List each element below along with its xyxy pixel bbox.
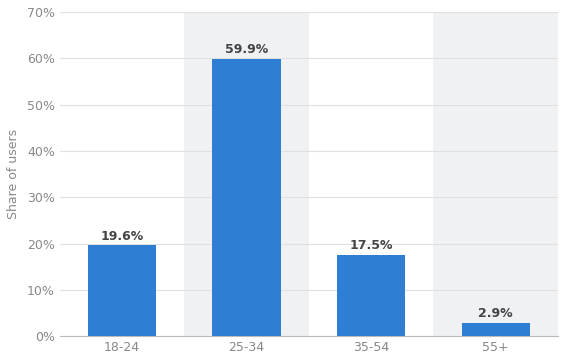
Bar [462,323,530,336]
Bar [433,12,558,336]
Bar [88,245,157,336]
Bar [309,12,433,336]
Text: 19.6%: 19.6% [101,230,144,243]
Text: 17.5%: 17.5% [349,239,393,252]
Bar [60,12,184,336]
Bar [337,255,406,336]
Y-axis label: Share of users: Share of users [7,129,20,219]
Text: 2.9%: 2.9% [479,307,513,320]
Bar [212,59,281,336]
Bar [184,12,309,336]
Text: 59.9%: 59.9% [225,43,268,56]
